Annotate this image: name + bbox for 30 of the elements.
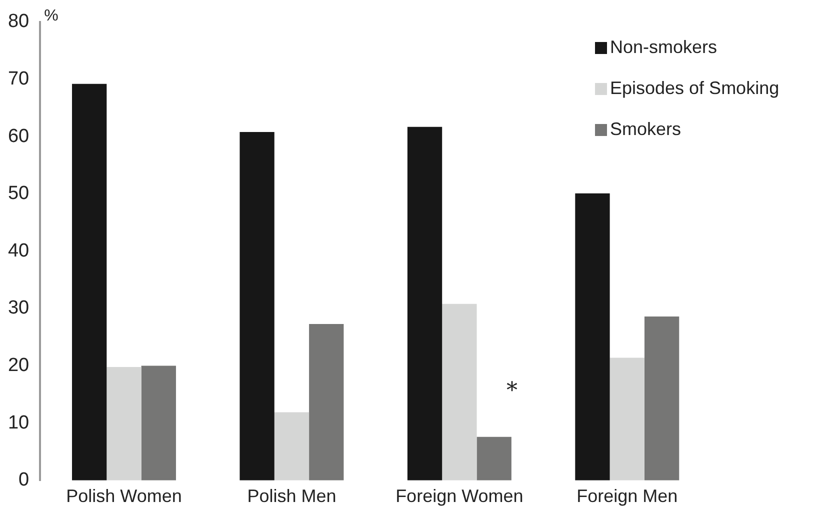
legend-label: Episodes of Smoking bbox=[610, 78, 780, 98]
bar bbox=[575, 193, 610, 480]
bar bbox=[106, 366, 142, 480]
x-tick-label: Polish Men bbox=[247, 486, 336, 506]
y-tick-label: 40 bbox=[8, 240, 30, 262]
y-tick-label: 50 bbox=[8, 183, 30, 204]
x-tick-label: Foreign Women bbox=[396, 486, 524, 506]
bar bbox=[309, 324, 344, 480]
bar bbox=[72, 84, 107, 480]
x-tick-label: Foreign Men bbox=[576, 486, 678, 506]
bar bbox=[442, 304, 477, 480]
y-tick-label: 0 bbox=[18, 470, 30, 491]
bar bbox=[274, 412, 310, 480]
bar bbox=[240, 132, 274, 480]
y-tick-label: 20 bbox=[8, 355, 30, 376]
y-tick-label: 80 bbox=[8, 11, 30, 32]
legend-label: Non-smokers bbox=[610, 36, 718, 57]
bar bbox=[476, 436, 512, 480]
y-tick-label: 70 bbox=[8, 68, 30, 90]
x-tick-label: Polish Women bbox=[66, 486, 182, 506]
bar bbox=[407, 126, 442, 480]
legend-label: Smokers bbox=[610, 118, 682, 139]
y-tick-label: 10 bbox=[8, 412, 30, 434]
y-axis-title: % bbox=[44, 7, 58, 24]
bar bbox=[644, 316, 680, 480]
y-tick-label: 30 bbox=[8, 298, 30, 319]
annotation: * bbox=[506, 378, 518, 404]
bar bbox=[610, 358, 644, 480]
y-tick-label: 60 bbox=[8, 126, 30, 147]
bar bbox=[141, 366, 176, 480]
